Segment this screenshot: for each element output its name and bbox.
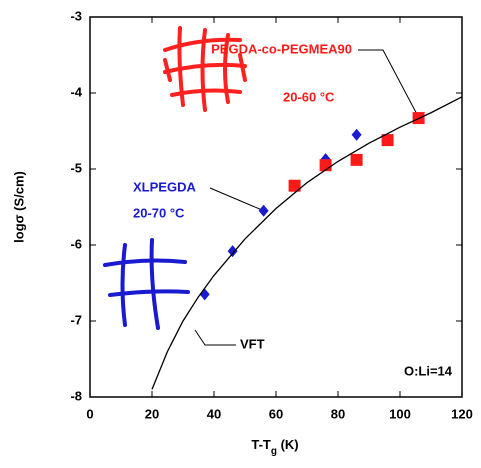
x-label-sub: g (271, 446, 277, 457)
fit-curve (151, 96, 463, 390)
x-tick-label: 80 (331, 406, 345, 421)
y-tick-label: -6 (70, 236, 82, 251)
x-tick-label: 0 (86, 406, 93, 421)
y-tick-label: -3 (70, 8, 82, 23)
y-tick-label: -5 (70, 160, 82, 175)
series-label: XLPEGDA (133, 179, 196, 194)
network-blue (103, 238, 190, 330)
series-label: VFT (240, 336, 265, 351)
x-tick-label: 40 (207, 406, 221, 421)
x-axis-label: T-Tg (K) (251, 437, 298, 456)
series-label: PEGDA-co-PEGMEA90 (211, 41, 352, 56)
annotation: 20-60 °C (283, 89, 335, 104)
network-red (163, 26, 247, 112)
x-tick-label: 120 (451, 406, 473, 421)
point (351, 128, 362, 141)
annotation: 20-70 °C (133, 205, 185, 220)
point (199, 288, 210, 301)
y-axis-label: logσ (S/cm) (11, 171, 26, 243)
x-tick-label: 60 (269, 406, 283, 421)
point (227, 245, 238, 258)
y-tick-label: -8 (70, 388, 82, 403)
y-tick-label: -4 (70, 84, 82, 99)
x-tick-label: 20 (145, 406, 159, 421)
point (288, 179, 301, 192)
y-tick-label: -7 (70, 312, 82, 327)
x-label-part: (K) (277, 437, 299, 452)
x-tick-label: 100 (389, 406, 411, 421)
x-label-part: T-T (251, 437, 271, 452)
annotation: O:Li=14 (404, 363, 453, 378)
point (258, 204, 269, 217)
point (350, 153, 363, 166)
point (381, 134, 394, 147)
callouts (194, 49, 421, 346)
